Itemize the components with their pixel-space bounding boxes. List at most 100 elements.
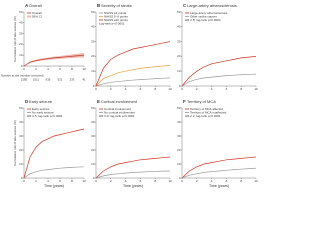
risk-value: 2185 [21,78,28,82]
legend-label: Cortical involvement [104,107,131,111]
legend-label: NIHSS ≤4 points [104,11,127,15]
x-tick-label: 6 [59,179,61,183]
y-tick-label: 0 [93,84,95,88]
y-tick-label: 50 [177,10,181,14]
x-tick-label: 6 [140,87,142,91]
legend-label: Territory of MCA unaffected [190,110,227,114]
x-tick-label: 0 [95,87,97,91]
x-tick-label: 10 [82,179,86,183]
risk-label: Number at risk (number censored) [1,74,44,78]
panel-label: C [183,3,187,8]
x-tick-label: 0 [23,67,25,71]
x-label: Time (years) [123,184,143,188]
legend-swatch [27,15,31,18]
x-tick-label: 2 [110,87,112,91]
panel-title: Overall [29,3,42,8]
y-tick-label: 20 [19,148,23,152]
y-tick-label: 30 [19,134,23,138]
risk-value: 521 [58,78,63,82]
y-tick-label: 10 [177,162,181,166]
panel-title: Large-artery atherosclerosis [187,3,237,8]
y-tick-label: 20 [19,42,23,46]
legend-label: No cortical involvement [104,110,135,114]
x-tick-label: 8 [240,87,242,91]
curve [181,167,257,179]
y-tick-label: 0 [21,64,23,68]
panel-label: F [183,99,186,104]
annotation: HR 3·5; log-rank p<0·0001 [27,114,63,118]
y-tick-label: 10 [91,162,95,166]
panel-title: Early seizure [29,99,53,104]
y-tick-label: 50 [19,106,23,110]
y-tick-label: 0 [93,176,95,180]
panel-label: E [97,99,100,104]
curve [23,128,85,179]
y-tick-label: 30 [177,134,181,138]
ci-band [24,52,84,66]
curve [95,77,171,87]
y-tick-label: 30 [91,134,95,138]
x-tick-label: 6 [226,87,228,91]
x-tick-label: 0 [181,87,183,91]
y-tick-label: 50 [19,10,23,14]
y-tick-label: 0 [179,176,181,180]
y-tick-label: 40 [91,120,95,124]
legend-label: NIHSS ≥10 points [104,18,128,22]
x-tick-label: 10 [168,87,172,91]
x-tick-label: 4 [47,67,49,71]
x-tick-label: 4 [211,179,213,183]
legend-label: Early seizure [32,107,50,111]
y-tick-label: 50 [91,106,95,110]
y-tick-label: 40 [91,25,95,29]
legend-label: Other stroke causes [190,14,217,18]
curve [23,54,85,67]
x-tick-label: 2 [196,179,198,183]
y-tick-label: 30 [177,39,181,43]
legend-label: Overall [32,11,42,15]
curve [95,170,171,179]
x-tick-label: 10 [254,87,258,91]
y-label: Cumulative risk of late seizure (%) [13,16,17,62]
y-tick-label: 0 [179,84,181,88]
annotation: Log-rank p<0·0001 [99,21,125,25]
y-label: Cumulative risk of late seizure (%) [13,120,17,166]
y-tick-label: 20 [177,148,181,152]
x-label: Time (years) [209,184,229,188]
x-tick-label: 0 [181,179,183,183]
curve [181,156,257,179]
legend-label: No early seizure [32,110,54,114]
panel-label: D [25,99,29,104]
curve [95,41,171,87]
x-tick-label: 8 [154,87,156,91]
y-tick-label: 40 [19,21,23,25]
y-tick-label: 10 [19,53,23,57]
x-tick-label: 8 [71,67,73,71]
risk-value: 935 [46,78,51,82]
y-tick-label: 50 [91,10,95,14]
x-tick-label: 6 [59,67,61,71]
x-tick-label: 10 [168,179,172,183]
y-tick-label: 40 [177,120,181,124]
x-tick-label: 4 [125,179,127,183]
panel-title: Severity of stroke [101,3,133,8]
legend-label: NIHSS 5–9 points [104,14,128,18]
annotation: HR 2·2; log-rank p<0·0001 [185,114,221,118]
y-tick-label: 30 [91,39,95,43]
y-tick-label: 10 [177,69,181,73]
x-tick-label: 0 [95,179,97,183]
legend-label: Large-artery atherosclerosis [190,11,228,15]
y-tick-label: 40 [177,25,181,29]
risk-value: 233 [70,78,75,82]
risk-value: 41 [82,78,86,82]
y-tick-label: 20 [91,148,95,152]
x-tick-label: 10 [82,67,86,71]
curve [181,56,257,87]
y-tick-label: 10 [19,162,23,166]
y-tick-label: 10 [91,69,95,73]
x-tick-label: 4 [47,179,49,183]
x-tick-label: 4 [125,87,127,91]
x-tick-label: 8 [71,179,73,183]
y-tick-label: 50 [177,106,181,110]
x-tick-label: 6 [140,179,142,183]
